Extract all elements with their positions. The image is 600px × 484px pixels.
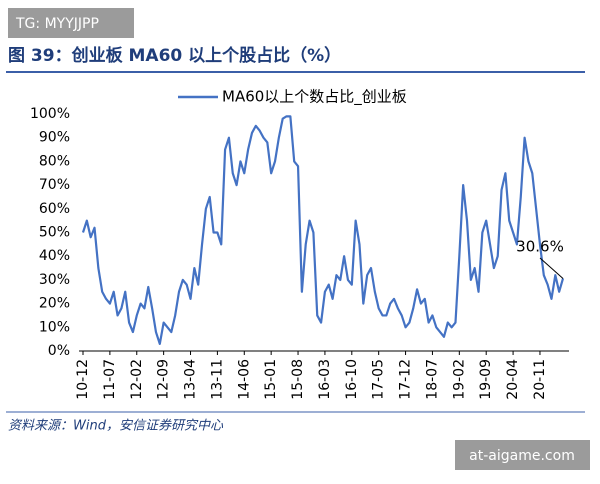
y-tick-label: 100% [30,106,70,122]
x-tick-label: 15-08 [290,359,306,400]
chart-title: 图 39：创业板 MA60 以上个股占比（%） [8,45,341,66]
watermark-box [455,440,590,470]
x-tick-label: 11-07 [102,359,118,400]
x-tick-label: 12-02 [129,359,145,400]
x-tick-label: 13-11 [209,359,225,400]
watermark: TG: MYYJJPP [15,16,99,32]
y-tick-label: 10% [39,319,70,335]
x-tick-label: 20-11 [532,359,548,400]
y-tick-label: 0% [48,343,70,359]
x-tick-label: 20-04 [505,359,521,400]
x-tick-label: 19-02 [451,359,467,400]
x-tick-label: 15-01 [263,359,279,400]
x-tick-label: 14-06 [236,359,252,400]
x-tick-label: 17-12 [398,359,414,400]
source: 资料来源：Wind，安信证券研究中心 [8,418,224,434]
x-tick-label: 17-05 [371,359,387,400]
line [81,115,565,345]
watermark-box [8,8,134,38]
x-tick-label: 12-09 [156,359,172,400]
x-tick-label: 16-03 [317,359,333,400]
y-tick-label: 70% [39,177,70,193]
x-tick-label: 19-09 [478,359,494,400]
y-tick-label: 30% [39,272,70,288]
y-tick-label: 20% [39,296,70,312]
legend-label: MA60以上个数占比_创业板 [222,88,407,107]
x-tick-label: 16-10 [344,359,360,400]
y-tick-label: 90% [39,130,70,146]
y-tick-label: 60% [39,201,70,217]
y-tick-label: 80% [39,153,70,169]
x-tick-label: 18-07 [424,359,440,400]
watermark: at-aigame.com [469,448,575,464]
annotation-arrow [539,257,564,279]
y-tick-label: 50% [39,225,70,241]
x-tick-label: 10-12 [75,359,91,400]
annotation: 30.6% [516,238,564,256]
y-tick-label: 40% [39,248,70,264]
x-tick-label: 13-04 [183,359,199,400]
